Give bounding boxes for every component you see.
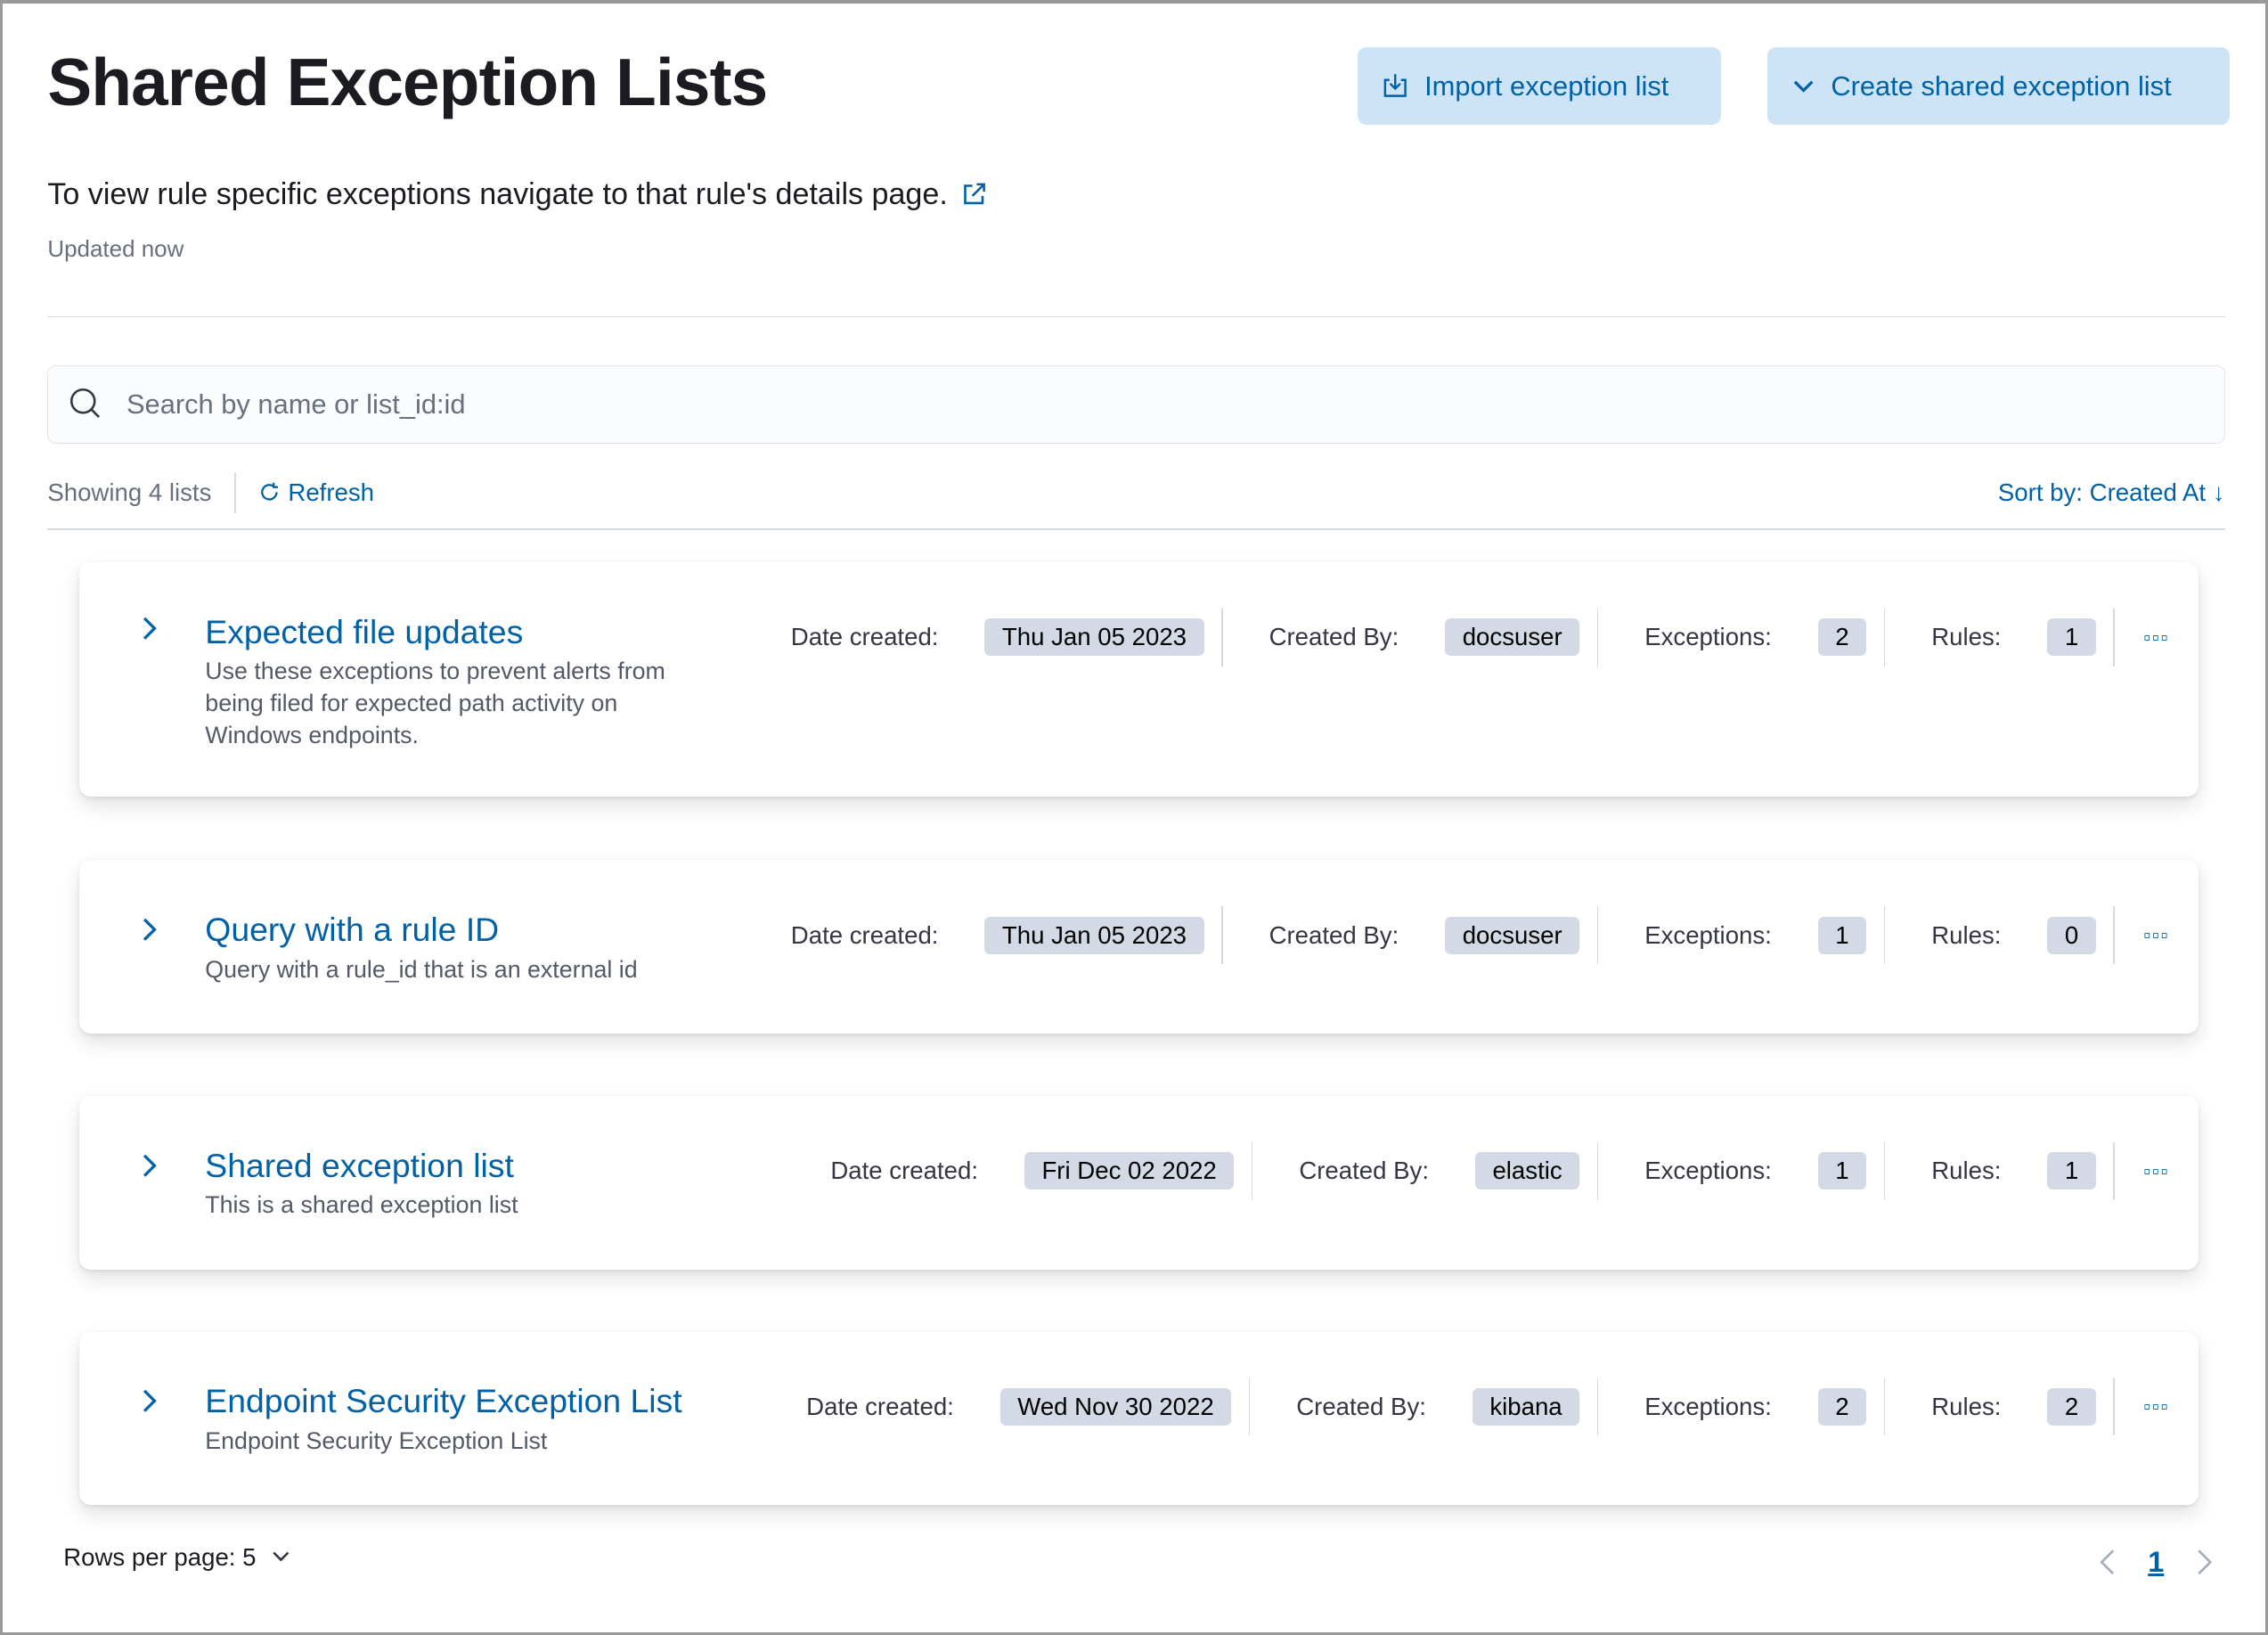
rules-label: Rules: (1931, 1392, 2002, 1420)
import-icon (1384, 74, 1407, 98)
date-badge: Thu Jan 05 2023 (984, 618, 1204, 657)
exceptions-badge: 2 (1817, 1388, 1867, 1426)
list-metadata: Date created: Thu Jan 05 2023 Created By:… (790, 608, 2170, 666)
rules-badge: 0 (2047, 916, 2096, 954)
next-page-icon[interactable] (2196, 1548, 2213, 1576)
import-label: Import exception list (1424, 69, 1669, 102)
more-actions-icon[interactable]: ▫▫▫ (2143, 625, 2170, 649)
created-by-label: Created By: (1296, 1392, 1426, 1420)
divider (47, 528, 2225, 530)
list-metadata: Date created: Thu Jan 05 2023 Created By:… (790, 906, 2170, 965)
created-by-badge: kibana (1472, 1388, 1580, 1426)
more-actions-icon[interactable]: ▫▫▫ (2143, 1394, 2170, 1418)
search-bar[interactable] (47, 364, 2225, 444)
refresh-label: Refresh (288, 478, 375, 506)
list-title-link[interactable]: Expected file updates (205, 612, 524, 650)
date-badge: Wed Nov 30 2022 (999, 1388, 1232, 1426)
create-shared-exception-list-button[interactable]: Create shared exception list (1766, 46, 2231, 126)
list-metadata: Date created: Fri Dec 02 2022 Created By:… (830, 1141, 2170, 1200)
created-by-badge: elastic (1474, 1152, 1580, 1190)
rows-per-page-button[interactable]: Rows per page: 5 (63, 1543, 290, 1572)
list-toolbar: Showing 4 lists Refresh Sort by: Created… (47, 470, 2225, 516)
date-created-label: Date created: (830, 1157, 979, 1185)
rules-badge: 1 (2047, 618, 2096, 657)
created-by-badge: docsuser (1445, 618, 1580, 657)
exception-list-card: Endpoint Security Exception List Endpoin… (79, 1331, 2199, 1506)
created-by-label: Created By: (1269, 623, 1399, 651)
date-badge: Thu Jan 05 2023 (984, 916, 1204, 954)
arrow-down-icon: ↓ (2212, 478, 2225, 506)
date-created-label: Date created: (790, 623, 939, 651)
list-description: This is a shared exception list (205, 1191, 518, 1219)
list-metadata: Date created: Wed Nov 30 2022 Created By:… (806, 1377, 2170, 1436)
exceptions-badge: 2 (1817, 618, 1867, 657)
list-description: Query with a rule_id that is an external… (205, 955, 638, 983)
previous-page-icon[interactable] (2099, 1548, 2116, 1576)
chevron-down-icon (1793, 80, 1814, 93)
page-description: To view rule specific exceptions navigat… (47, 177, 988, 212)
expand-chevron-icon[interactable] (137, 1151, 160, 1186)
exceptions-label: Exceptions: (1644, 920, 1772, 949)
rules-label: Rules: (1931, 1157, 2002, 1185)
updated-status: Updated now (47, 234, 184, 262)
rules-badge: 1 (2047, 1152, 2096, 1190)
import-exception-list-button[interactable]: Import exception list (1358, 46, 1721, 126)
date-badge: Fri Dec 02 2022 (1024, 1152, 1235, 1190)
exception-list-card: Shared exception list This is a shared e… (79, 1095, 2199, 1270)
showing-count: Showing 4 lists (47, 478, 212, 506)
exceptions-badge: 1 (1817, 1152, 1867, 1190)
rows-per-page-label: Rows per page: 5 (63, 1542, 257, 1571)
list-title-link[interactable]: Endpoint Security Exception List (205, 1382, 682, 1420)
sort-label: Sort by: Created At (1997, 478, 2207, 506)
sort-button[interactable]: Sort by: Created At ↓ (1998, 478, 2225, 507)
more-actions-icon[interactable]: ▫▫▫ (2143, 923, 2170, 947)
exception-list-card: Expected file updates Use these exceptio… (79, 561, 2199, 797)
external-link-icon[interactable] (959, 180, 988, 208)
rules-label: Rules: (1931, 623, 2002, 651)
exceptions-label: Exceptions: (1644, 1392, 1772, 1420)
exceptions-label: Exceptions: (1644, 623, 1772, 651)
expand-chevron-icon[interactable] (137, 915, 160, 950)
chevron-down-icon (273, 1551, 290, 1562)
search-input[interactable] (123, 387, 2010, 422)
exceptions-label: Exceptions: (1644, 1157, 1772, 1185)
search-icon (69, 388, 101, 419)
rules-label: Rules: (1931, 920, 2002, 949)
rules-badge: 2 (2047, 1388, 2096, 1426)
refresh-button[interactable]: Refresh (259, 478, 374, 507)
created-by-badge: docsuser (1445, 916, 1580, 954)
page-1-button[interactable]: 1 (2148, 1545, 2165, 1578)
divider (234, 472, 236, 513)
pagination: 1 (2099, 1546, 2213, 1579)
expand-chevron-icon[interactable] (137, 1386, 160, 1421)
date-created-label: Date created: (806, 1392, 954, 1420)
exceptions-badge: 1 (1817, 916, 1867, 954)
created-by-label: Created By: (1299, 1157, 1430, 1185)
more-actions-icon[interactable]: ▫▫▫ (2143, 1158, 2170, 1182)
created-by-label: Created By: (1269, 920, 1399, 949)
list-title-link[interactable]: Query with a rule ID (205, 911, 500, 949)
create-label: Create shared exception list (1831, 69, 2172, 102)
description-text: To view rule specific exceptions navigat… (47, 176, 948, 211)
refresh-icon (261, 483, 279, 501)
page-title: Shared Exception Lists (47, 45, 768, 120)
list-title-link[interactable]: Shared exception list (205, 1146, 514, 1184)
divider (47, 315, 2225, 318)
list-description: Use these exceptions to prevent alerts f… (205, 658, 665, 748)
list-description: Endpoint Security Exception List (205, 1427, 548, 1455)
date-created-label: Date created: (790, 920, 939, 949)
exception-list-card: Query with a rule ID Query with a rule_i… (79, 860, 2199, 1034)
expand-chevron-icon[interactable] (137, 614, 160, 649)
